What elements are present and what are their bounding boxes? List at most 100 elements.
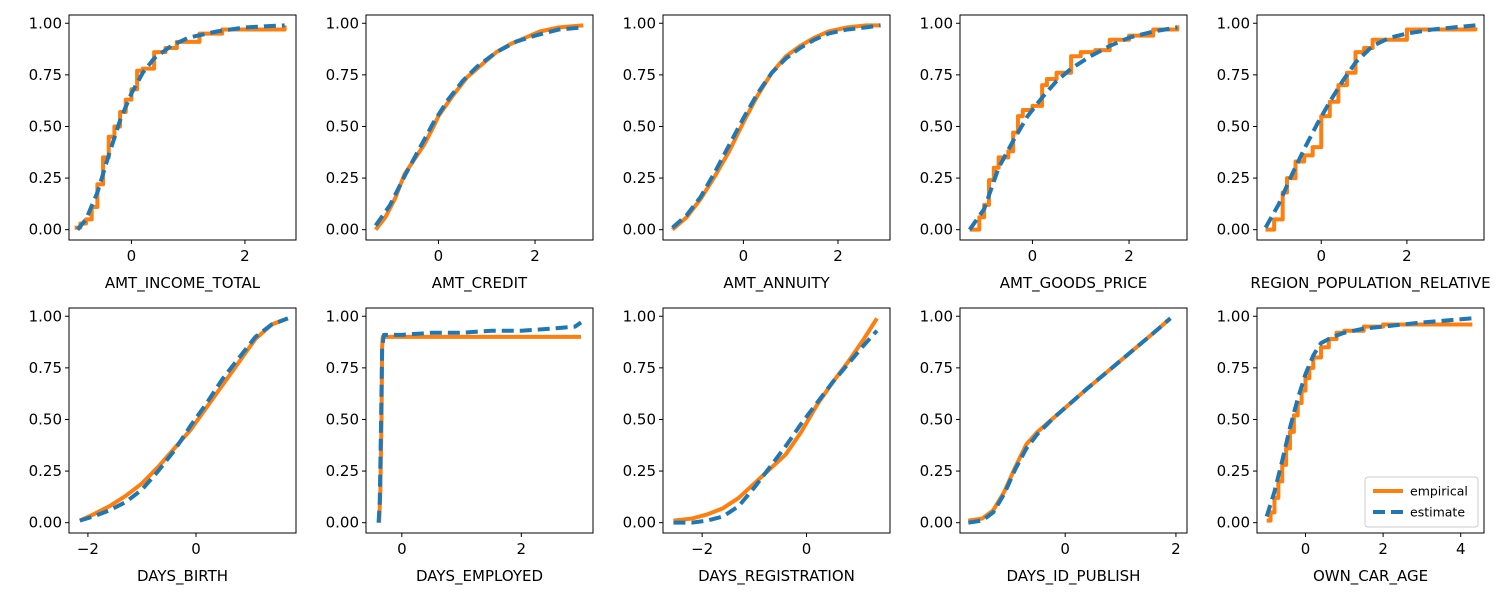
x-tick-label: 2 (517, 540, 527, 558)
x-tick-label: 4 (1456, 540, 1466, 558)
y-tick-label: 0.00 (326, 221, 359, 239)
y-tick-label: 1.00 (623, 14, 656, 32)
y-tick-label: 0.00 (623, 514, 656, 532)
y-tick-label: 0.75 (29, 359, 62, 377)
x-tick-label: 0 (739, 247, 749, 265)
estimate-line (968, 316, 1172, 525)
x-tick-label: 2 (530, 247, 540, 265)
y-tick-label: 0.50 (1217, 410, 1250, 428)
x-tick-label: 0 (397, 540, 407, 558)
estimate-line (1264, 316, 1473, 518)
y-tick-label: 0.00 (920, 221, 953, 239)
axes-frame (1256, 14, 1485, 241)
x-tick-label: 2 (240, 247, 250, 265)
x-axis-label: DAYS_BIRTH (137, 567, 228, 586)
empirical-line (74, 25, 287, 230)
estimate-line (673, 329, 879, 525)
y-tick-label: 0.50 (623, 410, 656, 428)
y-tick-label: 0.50 (623, 117, 656, 135)
y-tick-label: 0.00 (326, 514, 359, 532)
y-tick-label: 0.00 (623, 221, 656, 239)
estimate-line (374, 25, 584, 227)
x-axis-label: DAYS_ID_PUBLISH (1007, 567, 1141, 586)
estimate-line (1263, 23, 1476, 229)
x-tick-label: 2 (1171, 540, 1181, 558)
y-tick-label: 0.25 (29, 169, 62, 187)
empirical-line (374, 23, 584, 231)
empirical-line (377, 334, 582, 523)
y-tick-label: 1.00 (623, 307, 656, 325)
y-tick-label: 0.25 (623, 169, 656, 187)
x-tick-label: 0 (127, 247, 137, 265)
estimate-line (79, 316, 289, 523)
y-tick-label: 0.25 (326, 462, 359, 480)
x-tick-label: 2 (1124, 247, 1134, 265)
axes-frame (959, 14, 1188, 241)
y-tick-label: 0.00 (29, 221, 62, 239)
axes-frame (365, 14, 594, 241)
x-tick-label: −2 (691, 540, 713, 558)
y-tick-label: 0.75 (29, 66, 62, 84)
y-tick-label: 1.00 (326, 307, 359, 325)
y-tick-label: 0.50 (29, 117, 62, 135)
y-tick-label: 0.75 (1217, 359, 1250, 377)
y-tick-label: 1.00 (1217, 307, 1250, 325)
empirical-line (969, 25, 1180, 232)
estimate-line (671, 23, 881, 230)
x-tick-label: 2 (833, 247, 843, 265)
axes-frame (662, 14, 891, 241)
empirical-line (1265, 27, 1478, 232)
x-tick-label: 0 (1028, 247, 1038, 265)
empirical-line (968, 316, 1172, 523)
y-tick-label: 1.00 (920, 14, 953, 32)
y-tick-label: 0.50 (920, 410, 953, 428)
y-tick-label: 0.75 (920, 359, 953, 377)
y-tick-label: 0.00 (1217, 514, 1250, 532)
y-tick-label: 0.75 (623, 66, 656, 84)
y-tick-label: 0.25 (1217, 169, 1250, 187)
x-axis-label: DAYS_REGISTRATION (698, 567, 855, 586)
y-tick-label: 0.00 (29, 514, 62, 532)
x-tick-label: −2 (77, 540, 99, 558)
axes-frame (68, 14, 297, 241)
empirical-line (671, 23, 881, 232)
x-tick-label: 2 (1378, 540, 1388, 558)
y-tick-label: 0.75 (920, 66, 953, 84)
axes-frame (959, 307, 1188, 534)
y-tick-label: 1.00 (29, 14, 62, 32)
y-tick-label: 1.00 (920, 307, 953, 325)
subplot-days-employed: 0.00 0.25 0.50 0.75 1.00 0 2 DAYS_EMPLOYED (326, 307, 594, 586)
y-tick-label: 0.75 (326, 66, 359, 84)
x-tick-label: 0 (434, 247, 444, 265)
x-tick-label: 0 (1301, 540, 1311, 558)
empirical-line (673, 317, 879, 523)
x-tick-label: 0 (1316, 247, 1326, 265)
subplot-days-id-publish: 0.00 0.25 0.50 0.75 1.00 0 2 DAYS_ID_PUBLISH (920, 307, 1188, 586)
legend: empirical estimate (1364, 476, 1479, 528)
y-tick-label: 0.50 (29, 410, 62, 428)
y-tick-label: 0.50 (920, 117, 953, 135)
y-tick-label: 0.75 (623, 359, 656, 377)
axes-frame (365, 307, 594, 534)
y-tick-label: 0.25 (29, 462, 62, 480)
axes-frame (1256, 307, 1485, 534)
x-tick-label: 0 (1060, 540, 1070, 558)
y-tick-label: 0.00 (1217, 221, 1250, 239)
legend-label-estimate: estimate (1410, 505, 1465, 520)
y-tick-label: 1.00 (1217, 14, 1250, 32)
x-axis-label: OWN_CAR_AGE (1313, 567, 1428, 586)
axes-frame (68, 307, 297, 534)
y-tick-label: 0.50 (1217, 117, 1250, 135)
empirical-line (78, 316, 289, 523)
y-tick-label: 1.00 (29, 307, 62, 325)
y-tick-label: 0.75 (1217, 66, 1250, 84)
axes-frame (662, 307, 891, 534)
y-tick-label: 0.00 (920, 514, 953, 532)
x-axis-label: REGION_POPULATION_RELATIVE (1250, 274, 1490, 293)
y-tick-label: 1.00 (326, 14, 359, 32)
y-tick-label: 0.50 (326, 410, 359, 428)
subplot-days-registration: 0.00 0.25 0.50 0.75 1.00 −2 0 DAYS_REGISTRATION (623, 307, 891, 586)
